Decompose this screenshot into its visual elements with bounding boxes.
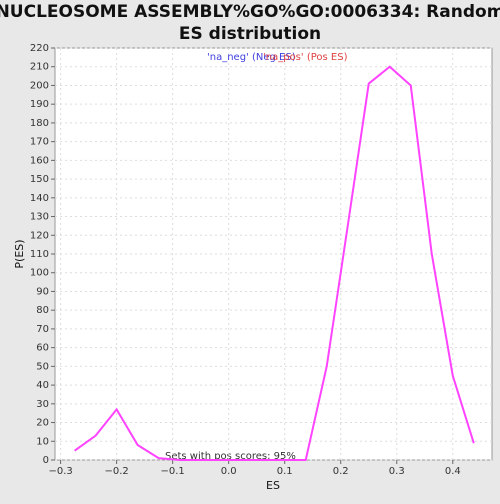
x-axis-label: ES	[266, 479, 280, 492]
y-axis-label: P(ES)	[13, 239, 26, 268]
y-tick-label: 40	[36, 380, 49, 391]
y-tick-label: 130	[30, 212, 49, 223]
x-tick-label: 0.2	[333, 466, 349, 477]
y-tick-label: 210	[30, 62, 49, 73]
data-line	[74, 65, 475, 461]
y-tick-label: 30	[36, 399, 49, 410]
y-tick-label: 10	[36, 436, 49, 447]
legend-entry: 'na_neg' (Neg ES)	[207, 52, 296, 63]
y-tick-label: 170	[30, 137, 49, 148]
y-tick-label: 90	[36, 286, 49, 297]
annotation: Sets with pos scores: 95%	[165, 451, 296, 462]
y-tick-label: 120	[30, 230, 49, 241]
y-tick-label: 20	[36, 418, 49, 429]
x-tick-label: 0.4	[445, 466, 461, 477]
y-tick-label: 150	[30, 174, 49, 185]
y-tick-label: 80	[36, 305, 49, 316]
plot-area	[54, 47, 493, 461]
x-tick-label: 0.3	[389, 466, 405, 477]
y-tick-label: 110	[30, 249, 49, 260]
chart-subtitle: ES distribution	[179, 24, 321, 44]
x-tick-label: −0.1	[161, 466, 185, 477]
y-tick-label: 70	[36, 324, 49, 335]
chart-title: NUCLEOSOME ASSEMBLY%GO%GO:0006334: Rando…	[0, 2, 500, 22]
y-tick-label: 60	[36, 343, 49, 354]
y-tick-label: 0	[43, 455, 49, 466]
y-tick-label: 100	[30, 268, 49, 279]
x-tick-label: −0.3	[48, 466, 72, 477]
y-tick-label: 200	[30, 80, 49, 91]
y-tick-label: 50	[36, 361, 49, 372]
y-tick-label: 140	[30, 193, 49, 204]
y-tick-label: 220	[30, 43, 49, 54]
legend-entry: 'na_pos' (Pos ES)	[263, 52, 348, 63]
x-tick-label: 0.0	[221, 466, 237, 477]
y-tick-label: 190	[30, 99, 49, 110]
y-tick-label: 160	[30, 155, 49, 166]
x-tick-label: 0.1	[277, 466, 293, 477]
x-tick-label: −0.2	[104, 466, 128, 477]
y-tick-label: 180	[30, 118, 49, 129]
